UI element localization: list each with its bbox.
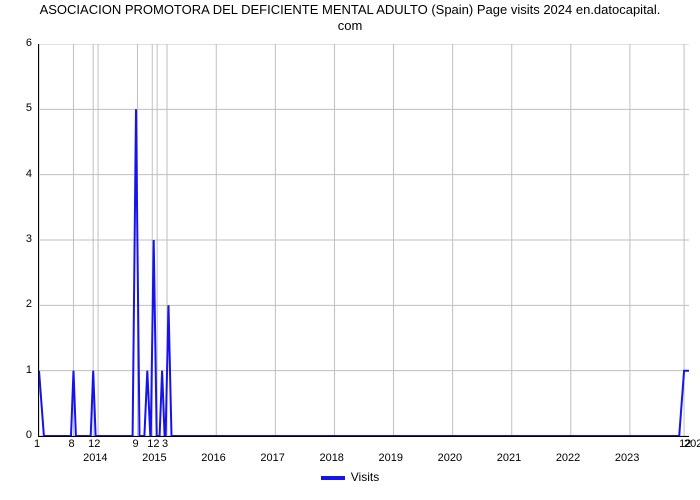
plot-area bbox=[38, 44, 689, 437]
y-tick: 3 bbox=[26, 233, 32, 245]
x-minor-tick: 9 bbox=[132, 438, 138, 450]
y-tick: 1 bbox=[26, 364, 32, 376]
legend-swatch bbox=[321, 476, 345, 480]
y-tick: 0 bbox=[26, 429, 32, 441]
y-tick: 2 bbox=[26, 298, 32, 310]
title-line-1: ASOCIACION PROMOTORA DEL DEFICIENTE MENT… bbox=[40, 2, 661, 17]
x-minor-tick: 8 bbox=[68, 438, 74, 450]
y-tick: 4 bbox=[26, 168, 32, 180]
x-minor-tick: 12 bbox=[88, 438, 100, 450]
x-year-tick: 2023 bbox=[615, 452, 639, 464]
x-year-tick: 2018 bbox=[319, 452, 343, 464]
x-minor-tick: 1 bbox=[34, 438, 40, 450]
legend-label: Visits bbox=[351, 470, 379, 484]
title-line-2: com bbox=[338, 18, 363, 33]
chart-container: { "chart": { "type": "line", "title_line… bbox=[0, 0, 700, 500]
x-year-tick: 2019 bbox=[379, 452, 403, 464]
x-year-tick: 2015 bbox=[142, 452, 166, 464]
y-tick: 5 bbox=[26, 102, 32, 114]
x-year-tick: 2014 bbox=[83, 452, 107, 464]
x-year-tick: 2020 bbox=[438, 452, 462, 464]
legend: Visits bbox=[0, 470, 700, 484]
x-minor-tick: 3 bbox=[162, 438, 168, 450]
y-tick: 6 bbox=[26, 37, 32, 49]
x-year-tick: 2017 bbox=[260, 452, 284, 464]
visits-series bbox=[39, 109, 689, 436]
x-year-tick: 2021 bbox=[497, 452, 521, 464]
x-minor-tick: 12 bbox=[147, 438, 159, 450]
x-year-tick: 2016 bbox=[201, 452, 225, 464]
x-year-tick: 2022 bbox=[556, 452, 580, 464]
x-minor-tick: 202 bbox=[684, 438, 700, 450]
chart-title: ASOCIACION PROMOTORA DEL DEFICIENTE MENT… bbox=[0, 2, 700, 35]
